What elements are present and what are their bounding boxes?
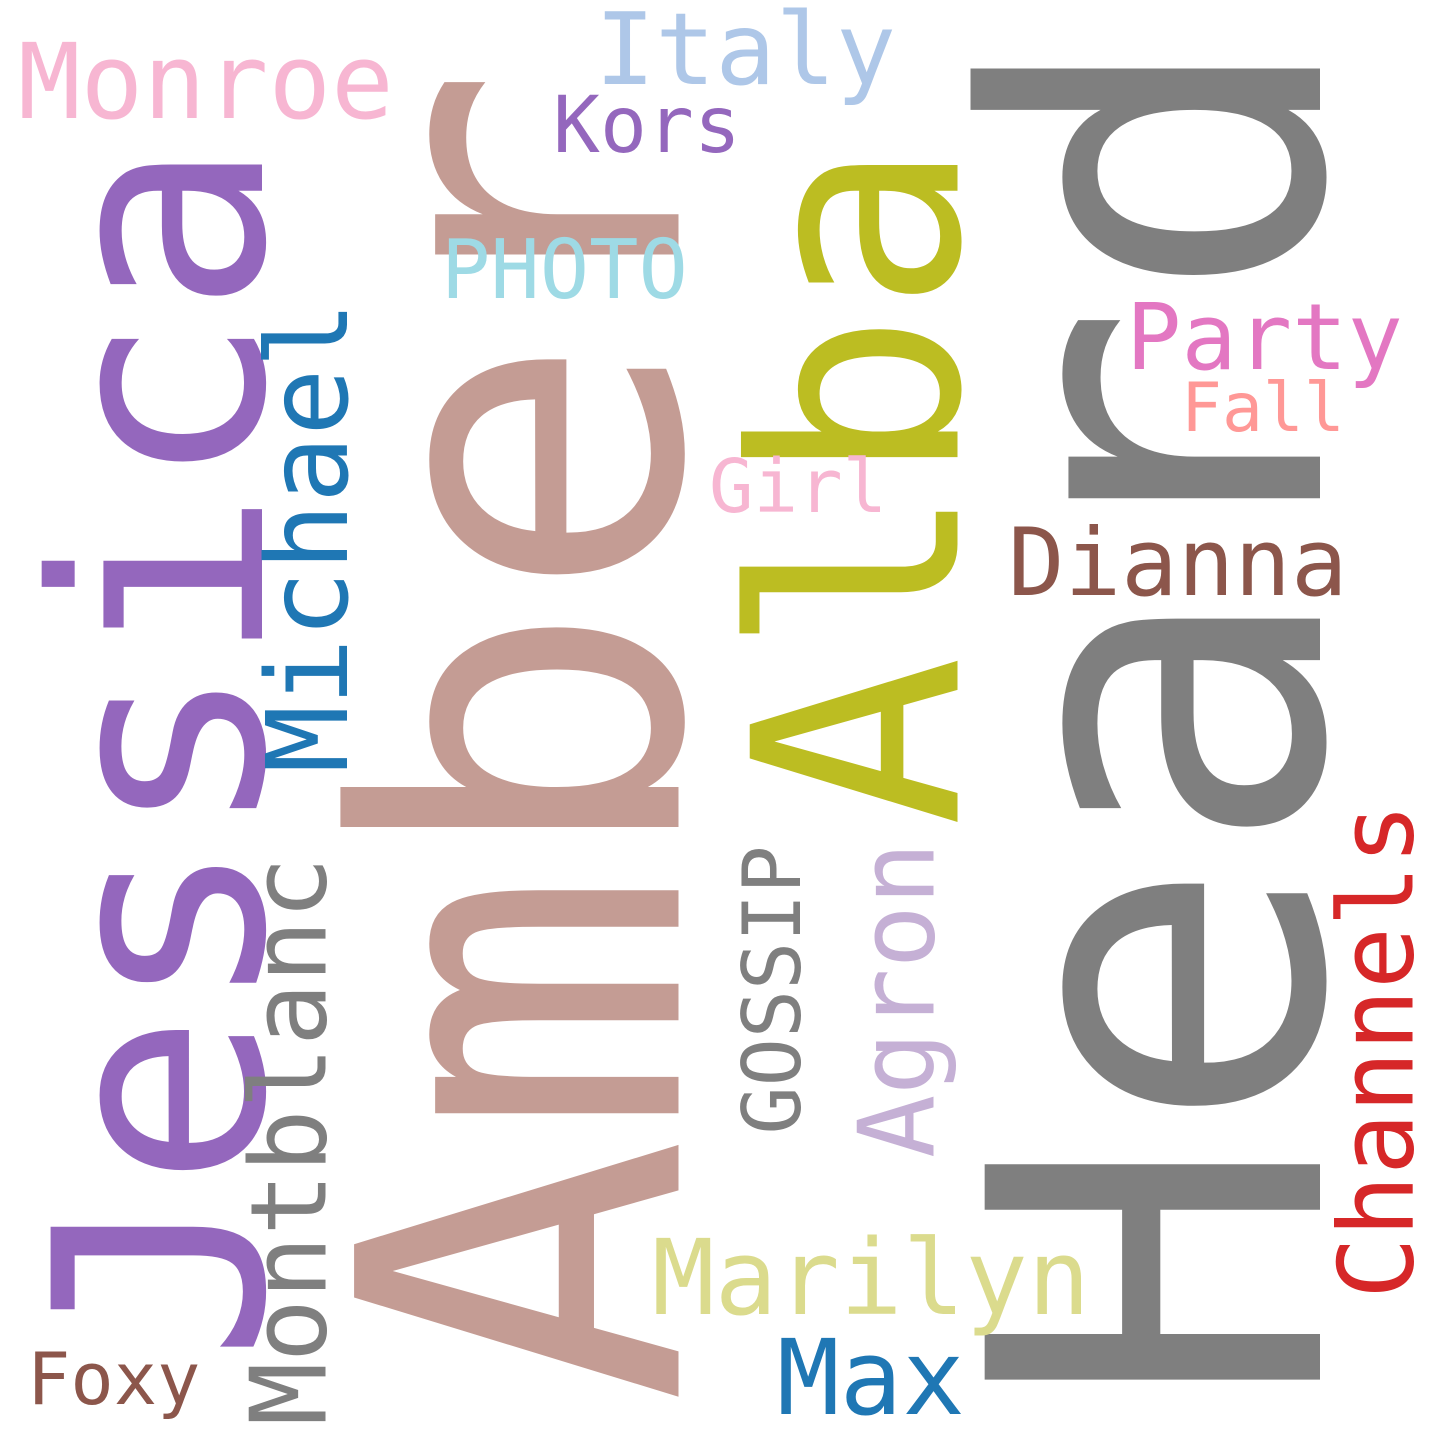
word-marilyn: Marilyn bbox=[652, 1217, 1091, 1339]
word-foxy: Foxy bbox=[27, 1337, 201, 1421]
word-michael: Michael bbox=[244, 300, 374, 774]
word-monroe: Monroe bbox=[18, 21, 394, 143]
word-girl: Girl bbox=[709, 444, 888, 530]
word-gossip: GOSSIP bbox=[726, 845, 819, 1135]
word-party: Party bbox=[1126, 284, 1403, 391]
word-italy: Italy bbox=[595, 0, 897, 108]
word-channels: Channels bbox=[1317, 802, 1438, 1300]
word-fall: Fall bbox=[1181, 369, 1345, 448]
word-dianna: Dianna bbox=[1008, 509, 1348, 618]
word-montblanc: Montblanc bbox=[228, 856, 351, 1426]
word-kors: Kors bbox=[553, 81, 741, 171]
word-max: Max bbox=[777, 1317, 965, 1439]
word-photo: PHOTO bbox=[441, 223, 688, 318]
word-agron: Agron bbox=[836, 841, 959, 1159]
